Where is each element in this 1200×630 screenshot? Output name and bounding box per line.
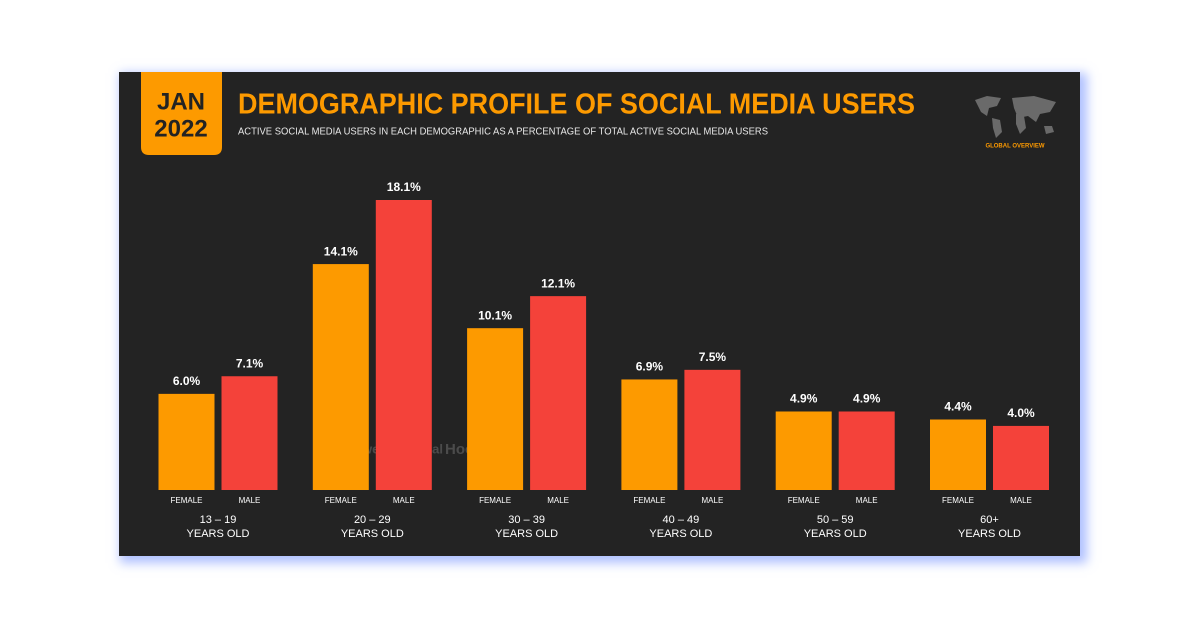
bar <box>930 419 986 490</box>
value-label: 7.5% <box>699 350 727 364</box>
value-label: 6.0% <box>173 374 201 388</box>
series-label: MALE <box>1010 496 1032 505</box>
bar <box>158 393 215 490</box>
bar <box>312 264 369 490</box>
badge-year: 2022 <box>154 115 207 142</box>
brand-tag: GLOBAL OVERVIEW <box>985 144 1044 150</box>
series-label: MALE <box>547 496 569 505</box>
bar <box>684 369 741 490</box>
bar <box>221 376 278 490</box>
chart-subtitle: ACTIVE SOCIAL MEDIA USERS IN EACH DEMOGR… <box>238 127 768 138</box>
bar <box>467 328 524 490</box>
series-label: MALE <box>393 496 415 505</box>
badge-month: JAN <box>157 88 205 115</box>
series-label: FEMALE <box>942 496 974 505</box>
globe-icon <box>975 96 1056 138</box>
bar <box>530 296 587 490</box>
value-label: 14.1% <box>324 244 358 258</box>
series-label: FEMALE <box>325 496 357 505</box>
chart-title: DEMOGRAPHIC PROFILE OF SOCIAL MEDIA USER… <box>238 89 915 121</box>
value-label: 7.1% <box>236 356 264 370</box>
x-tick-label: 50 – 59 YEARS OLD <box>803 514 867 540</box>
value-label: 4.0% <box>1007 406 1035 420</box>
x-tick-label: 20 – 29 YEARS OLD <box>340 514 404 540</box>
x-tick-label: 30 – 39 YEARS OLD <box>495 514 559 540</box>
badge <box>141 72 222 155</box>
value-label: 4.9% <box>790 392 818 406</box>
series-label: FEMALE <box>633 496 665 505</box>
value-label: 4.4% <box>944 400 972 414</box>
x-tick-label: 13 – 19 YEARS OLD <box>186 514 250 540</box>
value-label: 4.9% <box>853 392 881 406</box>
series-label: FEMALE <box>479 496 511 505</box>
series-label: MALE <box>239 496 261 505</box>
panel <box>119 72 1080 556</box>
series-label: FEMALE <box>788 496 820 505</box>
bar <box>375 200 432 490</box>
series-label: MALE <box>856 496 878 505</box>
value-label: 10.1% <box>478 308 512 322</box>
x-tick-label: 40 – 49 YEARS OLD <box>649 514 713 540</box>
value-label: 12.1% <box>541 276 575 290</box>
value-label: 6.9% <box>636 360 664 374</box>
x-tick-label: 60+ YEARS OLD <box>958 514 1021 540</box>
series-label: FEMALE <box>170 496 202 505</box>
value-label: 18.1% <box>387 180 421 194</box>
bar <box>838 411 895 490</box>
bar <box>993 425 1049 490</box>
series-label: MALE <box>702 496 724 505</box>
bar <box>621 379 678 490</box>
bar <box>775 411 832 490</box>
